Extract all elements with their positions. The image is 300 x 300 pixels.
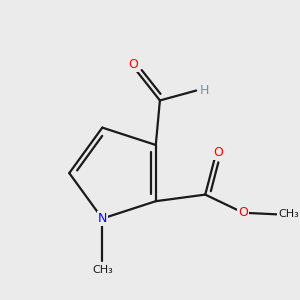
Text: CH₃: CH₃ <box>278 209 299 219</box>
Text: O: O <box>214 146 224 159</box>
Text: H: H <box>200 84 209 97</box>
Text: O: O <box>238 206 248 219</box>
Text: CH₃: CH₃ <box>92 265 113 275</box>
Text: O: O <box>128 58 138 71</box>
Text: N: N <box>98 212 107 225</box>
